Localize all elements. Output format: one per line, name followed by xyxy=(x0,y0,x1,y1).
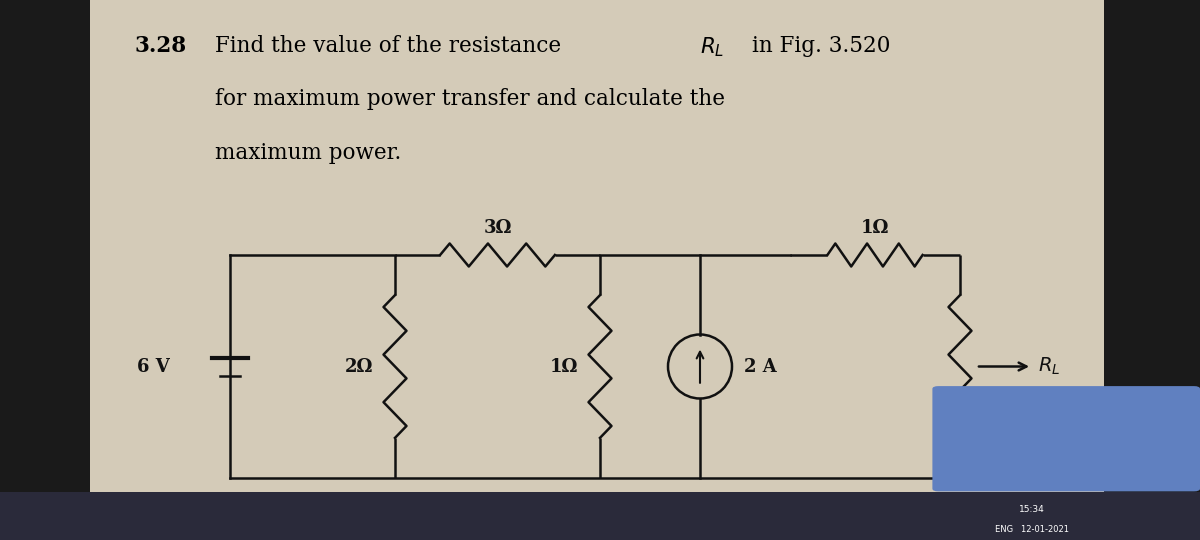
Text: you’re in: you’re in xyxy=(948,423,991,433)
Text: Find the value of the resistance: Find the value of the resistance xyxy=(215,35,568,57)
Text: ENG   12-01-2021: ENG 12-01-2021 xyxy=(995,525,1069,534)
Text: $R_L$: $R_L$ xyxy=(700,35,725,59)
Text: BTech Sem-I Computer Science and...: BTech Sem-I Computer Science and... xyxy=(948,443,1118,452)
Text: 1Ω: 1Ω xyxy=(860,219,889,237)
Text: for maximum power transfer and calculate the: for maximum power transfer and calculate… xyxy=(215,88,725,110)
Text: 1Ω: 1Ω xyxy=(550,357,578,375)
Text: 3Ω: 3Ω xyxy=(484,219,511,237)
Text: Fig.  3.520: Fig. 3.520 xyxy=(533,498,658,518)
Text: 2 A: 2 A xyxy=(744,357,776,375)
Text: 3.28: 3.28 xyxy=(134,35,187,57)
Text: Isha Bansal replied to a conversation: Isha Bansal replied to a conversation xyxy=(948,399,1129,409)
Text: 15:34: 15:34 xyxy=(1019,505,1045,514)
Text: maximum power.: maximum power. xyxy=(215,142,401,164)
Text: 6 V: 6 V xyxy=(137,357,170,375)
Text: 2Ω: 2Ω xyxy=(344,357,373,375)
Text: $R_L$: $R_L$ xyxy=(1038,356,1061,377)
Text: in Fig. 3.520: in Fig. 3.520 xyxy=(752,35,890,57)
